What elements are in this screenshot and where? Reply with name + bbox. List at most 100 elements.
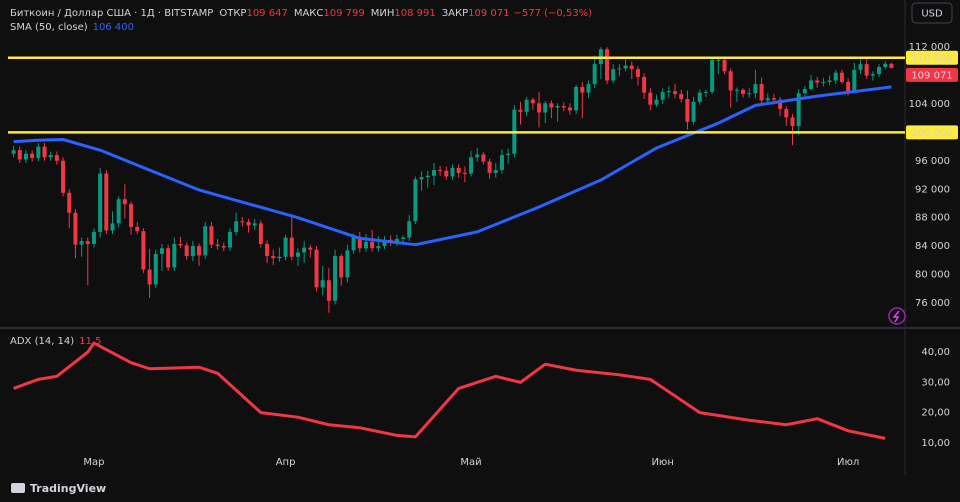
candle-body bbox=[252, 223, 257, 226]
candle-body bbox=[172, 243, 177, 268]
ohlc-value: 108 991 bbox=[394, 8, 435, 19]
candle-body bbox=[141, 231, 146, 270]
candle-body bbox=[289, 237, 294, 257]
candle-body bbox=[580, 86, 585, 93]
candle-body bbox=[17, 150, 22, 160]
candle-body bbox=[73, 212, 78, 245]
candle-body bbox=[178, 243, 183, 246]
adx-tick-label: 10,00 bbox=[921, 438, 950, 449]
sma-name: SMA (50, close) bbox=[10, 22, 88, 33]
candle-body bbox=[425, 175, 430, 178]
candle-body bbox=[357, 236, 362, 249]
candle-body bbox=[36, 146, 41, 158]
currency-button[interactable] bbox=[911, 2, 953, 24]
candle-body bbox=[209, 226, 214, 245]
candle-body bbox=[716, 59, 721, 61]
candle-body bbox=[839, 72, 844, 82]
alert-icon[interactable] bbox=[888, 307, 906, 325]
candle-body bbox=[203, 226, 208, 256]
candle-body bbox=[481, 154, 486, 162]
candle-body bbox=[265, 243, 270, 257]
candle-body bbox=[815, 80, 820, 83]
x-tick-label: Июл bbox=[837, 457, 859, 468]
candle-body bbox=[277, 256, 282, 259]
candle-body bbox=[685, 98, 690, 122]
candle-body bbox=[877, 67, 882, 75]
header: Биткоин / Доллар США · 1Д · BITSTAMP ОТКР… bbox=[10, 8, 592, 19]
candle-body bbox=[370, 241, 375, 249]
candle-body bbox=[741, 89, 746, 95]
candle-body bbox=[648, 92, 653, 105]
price-label-box bbox=[906, 67, 958, 82]
candle-body bbox=[221, 246, 226, 248]
candle-body bbox=[809, 80, 814, 90]
candle-body bbox=[629, 65, 634, 70]
adx-tick-label: 40,00 bbox=[921, 347, 950, 358]
candle-body bbox=[339, 256, 344, 278]
candle-body bbox=[771, 98, 776, 100]
candle-body bbox=[796, 93, 801, 126]
candle-body bbox=[11, 150, 16, 154]
candle-body bbox=[617, 68, 622, 70]
candle-body bbox=[91, 231, 96, 244]
candle-body bbox=[98, 173, 103, 232]
candle-body bbox=[784, 108, 789, 118]
level-label-box bbox=[906, 125, 958, 140]
candle-body bbox=[450, 167, 455, 177]
candle-body bbox=[710, 59, 715, 92]
sma-legend: SMA (50, close) 106 400 bbox=[10, 22, 134, 33]
candle-body bbox=[666, 91, 671, 93]
ohlc-value: 109 799 bbox=[323, 8, 364, 19]
level-label-box bbox=[906, 50, 958, 65]
candle-body bbox=[759, 84, 764, 101]
candle-body bbox=[295, 252, 300, 257]
candle-body bbox=[326, 280, 331, 301]
candle-body bbox=[821, 81, 826, 83]
x-tick-label: Апр bbox=[276, 457, 296, 468]
y-tick-label: 92 000 bbox=[915, 184, 950, 195]
candle-body bbox=[376, 246, 381, 249]
candle-body bbox=[110, 223, 115, 231]
adx-line bbox=[13, 341, 886, 440]
candle-body bbox=[382, 239, 387, 247]
candle-body bbox=[734, 89, 739, 91]
sma-value: 106 400 bbox=[93, 22, 134, 33]
candle-body bbox=[543, 103, 548, 113]
candle-body bbox=[333, 256, 338, 301]
candle-body bbox=[61, 160, 66, 193]
x-tick-label: Май bbox=[460, 457, 481, 468]
candle-body bbox=[870, 74, 875, 76]
candle-body bbox=[79, 241, 84, 245]
ohlc-value: 109 071 bbox=[468, 8, 509, 19]
candle-body bbox=[258, 223, 263, 244]
candle-body bbox=[753, 84, 758, 94]
candle-body bbox=[302, 247, 307, 253]
candle-body bbox=[611, 69, 616, 81]
candle-body bbox=[462, 172, 467, 174]
candle-body bbox=[790, 117, 795, 126]
candle-body bbox=[635, 69, 640, 77]
adx-legend: ADX (14, 14) 11,5 bbox=[10, 336, 101, 347]
candle-body bbox=[314, 249, 319, 288]
logo: TradingView bbox=[30, 482, 106, 495]
candle-body bbox=[153, 253, 158, 285]
price-label: 109 071 bbox=[911, 70, 952, 81]
candle-body bbox=[85, 241, 90, 244]
x-tick-label: Июн bbox=[651, 457, 673, 468]
currency[interactable]: USD bbox=[921, 9, 943, 20]
level-label: 100 000 bbox=[911, 128, 952, 139]
candle-body bbox=[722, 59, 727, 72]
candle-body bbox=[159, 248, 164, 254]
candle-body bbox=[846, 81, 851, 92]
ohlc-label: МАКС bbox=[294, 8, 324, 19]
candle-body bbox=[240, 221, 245, 223]
candle-body bbox=[42, 146, 47, 158]
ohlc-label: ОТКР bbox=[219, 8, 246, 19]
candle-body bbox=[703, 91, 708, 93]
y-tick-label: 88 000 bbox=[915, 213, 950, 224]
candle-body bbox=[116, 199, 121, 224]
candle-body bbox=[413, 179, 418, 222]
candle-body bbox=[190, 246, 195, 257]
candle-body bbox=[351, 236, 356, 251]
